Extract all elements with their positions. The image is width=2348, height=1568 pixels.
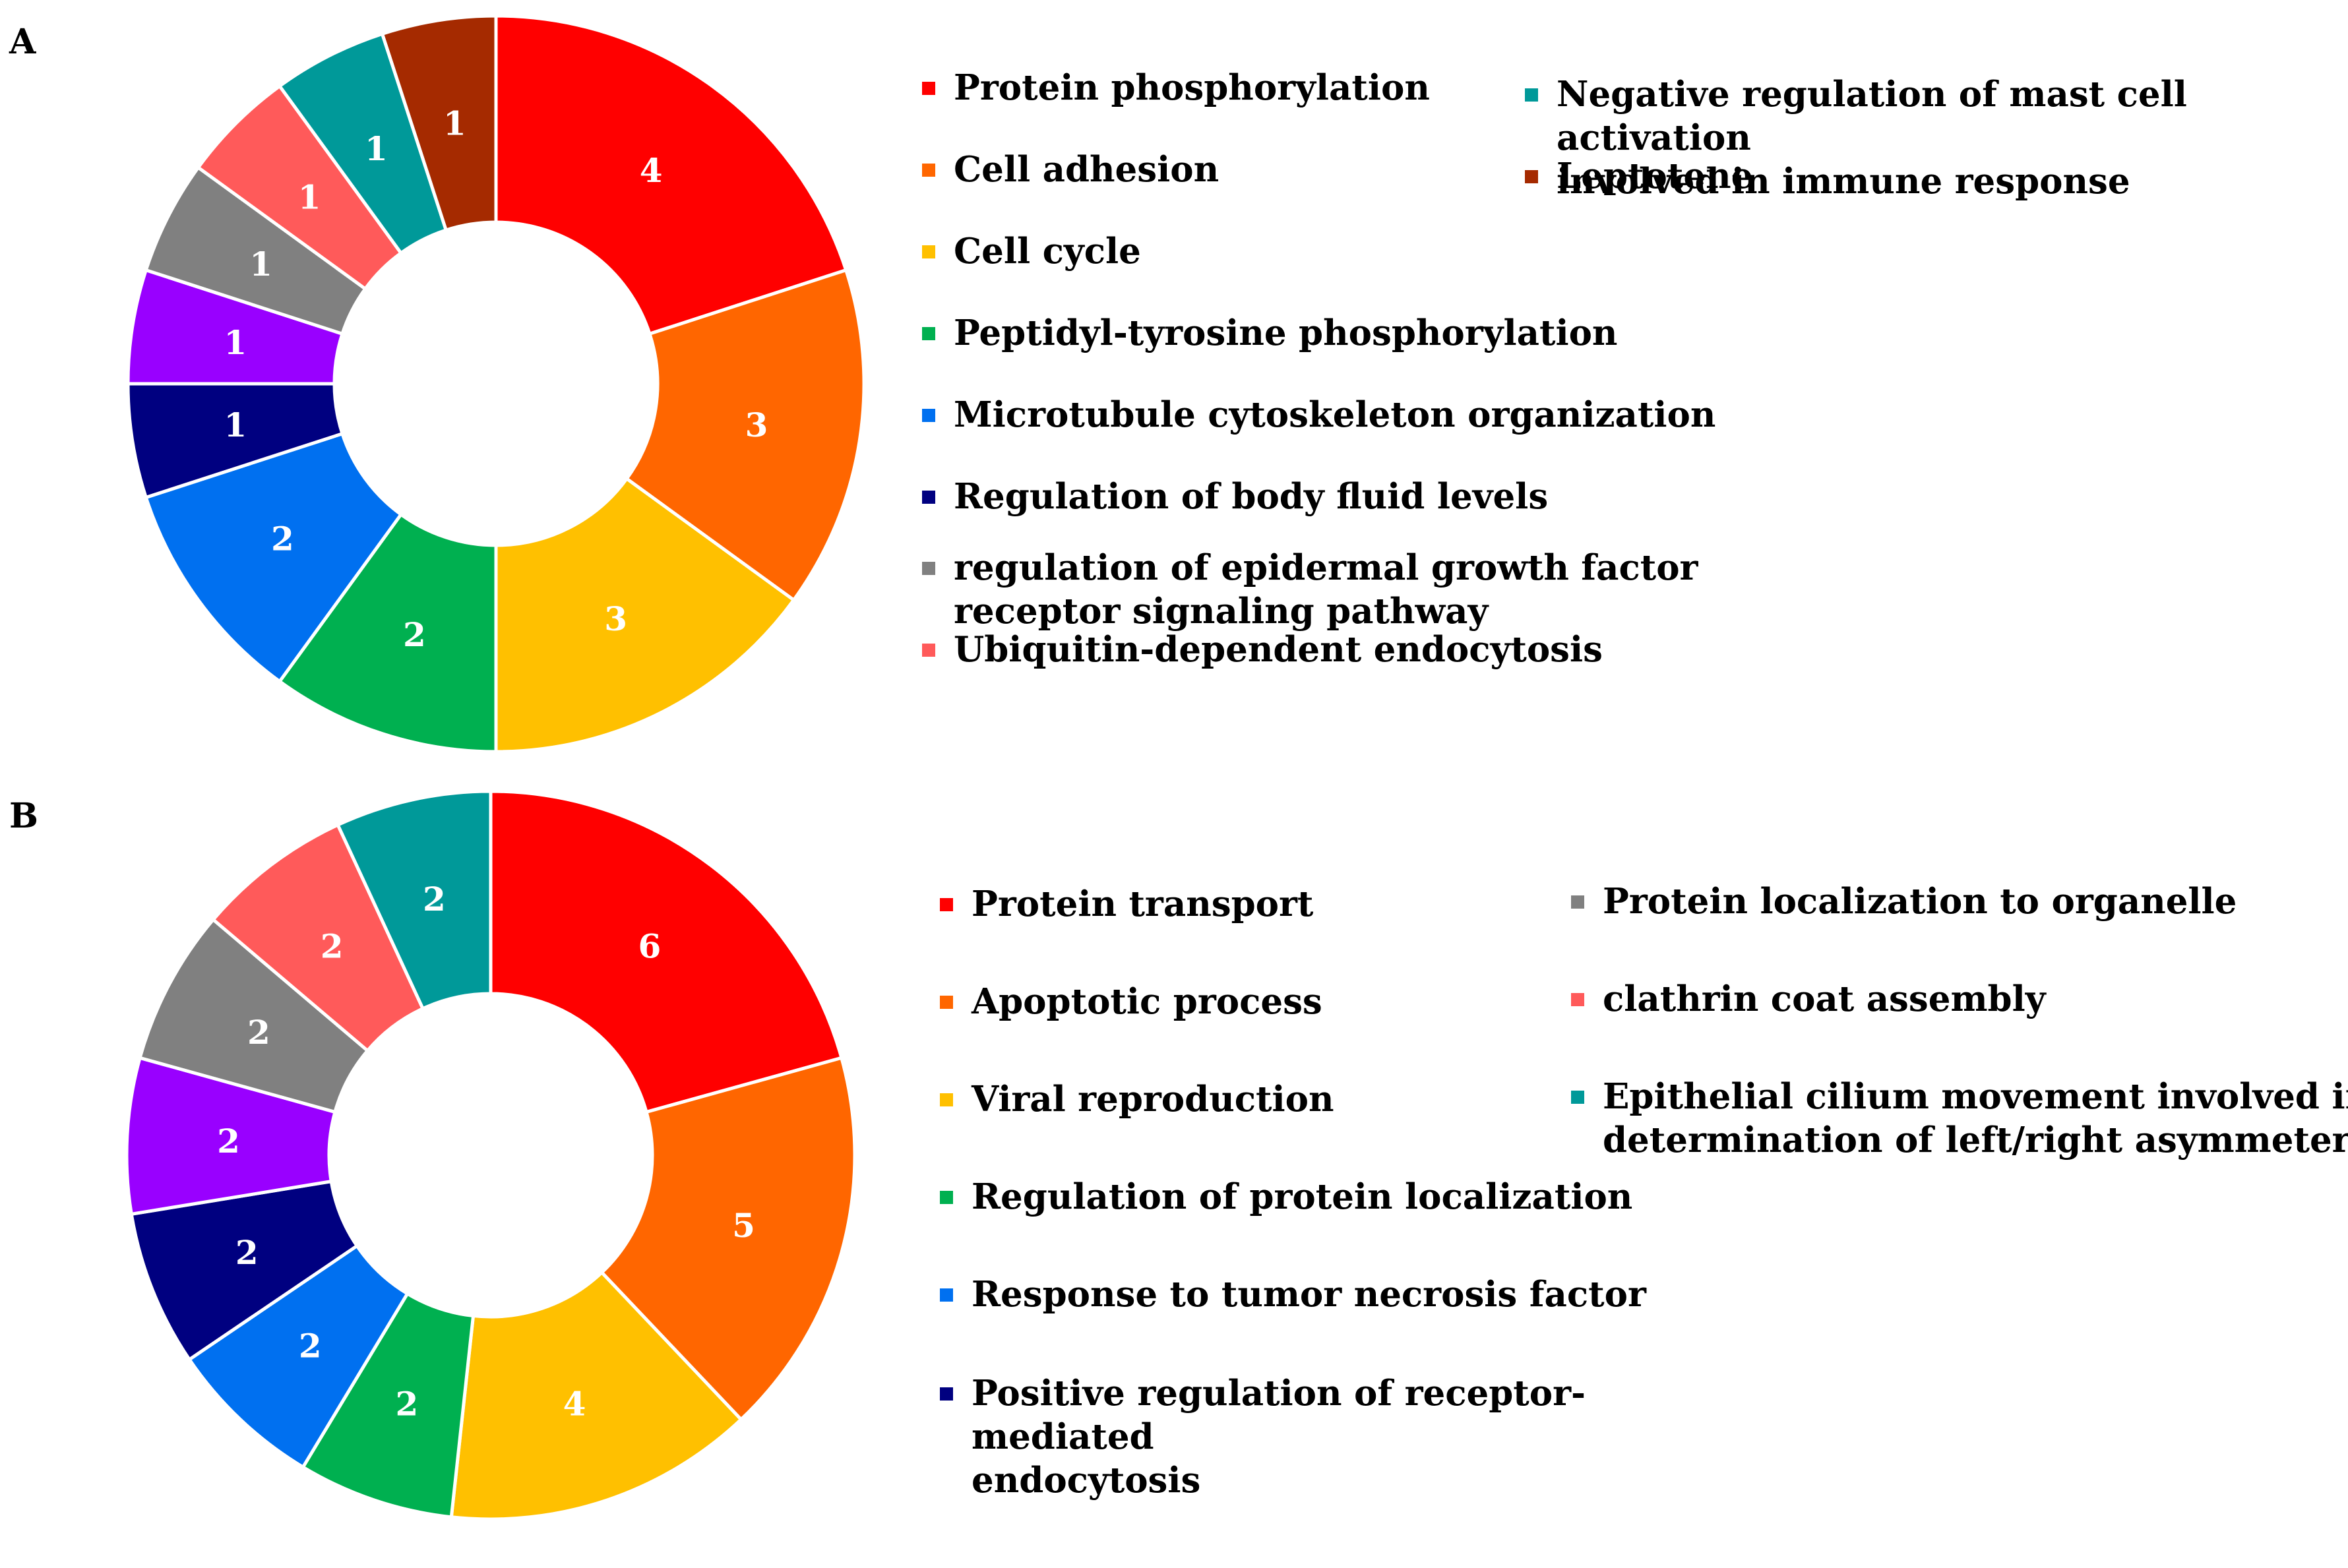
donut-a-slice-label-10: 1 bbox=[443, 104, 466, 142]
legend-a-swatch-7 bbox=[922, 644, 935, 657]
legend-a-label-7: Ubiquitin-dependent endocytosis bbox=[954, 628, 1745, 671]
legend-a-swatch-8 bbox=[1525, 88, 1538, 102]
legend-a-swatch-5 bbox=[922, 491, 935, 504]
donut-a-slice-label-0: 4 bbox=[640, 151, 663, 190]
donut-b-slice-label-0: 6 bbox=[638, 927, 661, 966]
legend-b-label-7: clathrin coat assembly bbox=[1603, 977, 2348, 1021]
legend-b-swatch-0 bbox=[940, 898, 953, 911]
donut-a-slice-label-1: 3 bbox=[745, 406, 768, 444]
donut-b-slice-label-6: 2 bbox=[217, 1122, 240, 1161]
legend-a-swatch-3 bbox=[922, 327, 935, 340]
legend-b-label-5: Positive regulation of receptor-mediated… bbox=[972, 1372, 1763, 1502]
donut-b-slice-label-1: 5 bbox=[732, 1206, 755, 1245]
donut-b-slice-label-4: 2 bbox=[299, 1326, 322, 1365]
donut-b-slice-label-5: 2 bbox=[235, 1233, 259, 1272]
legend-b-label-8: Epithelial cilium movement involved in d… bbox=[1603, 1075, 2348, 1162]
donut-a-slice-label-4: 2 bbox=[271, 520, 294, 558]
legend-b-swatch-4 bbox=[940, 1288, 953, 1302]
legend-a-swatch-6 bbox=[922, 562, 935, 575]
donut-b-slice-label-2: 4 bbox=[563, 1385, 586, 1424]
legend-b-swatch-5 bbox=[940, 1387, 953, 1401]
donut-a-slice-label-8: 1 bbox=[298, 178, 321, 217]
legend-a-label-6: regulation of epidermal growth factor re… bbox=[954, 546, 1745, 633]
legend-a-label-9: Leptotene bbox=[1557, 154, 2348, 198]
legend-b-swatch-1 bbox=[940, 996, 953, 1009]
legend-b-swatch-3 bbox=[940, 1191, 953, 1204]
donut-b-slice-label-9: 2 bbox=[423, 880, 446, 919]
donut-a-slice-label-2: 3 bbox=[604, 599, 627, 638]
legend-a-swatch-1 bbox=[922, 164, 935, 177]
donut-b-slice-label-3: 2 bbox=[396, 1385, 419, 1424]
donut-chart-b: 6 5 4 2 2 2 2 2 2 2 bbox=[0, 777, 923, 1568]
legend-b-swatch-6 bbox=[1571, 895, 1584, 909]
donut-a-slice-label-6: 1 bbox=[224, 323, 247, 362]
donut-a-slice-label-9: 1 bbox=[365, 129, 388, 168]
donut-b-slice-label-8: 2 bbox=[321, 927, 344, 966]
legend-a-label-4: Microtubule cytoskeleton organization bbox=[954, 393, 1745, 437]
legend-b-swatch-7 bbox=[1571, 993, 1584, 1006]
legend-a-label-2: Cell cycle bbox=[954, 229, 1745, 273]
donut-a-slice-label-7: 1 bbox=[249, 245, 272, 284]
legend-a-label-3: Peptidyl-tyrosine phosphorylation bbox=[954, 311, 1745, 355]
donut-a-slice-label-5: 1 bbox=[224, 406, 247, 444]
donut-a-slice-label-3: 2 bbox=[403, 615, 426, 654]
legend-b-label-4: Response to tumor necrosis factor bbox=[972, 1273, 1763, 1316]
legend-a-label-5: Regulation of body fluid levels bbox=[954, 475, 1745, 518]
legend-b-label-3: Regulation of protein localization bbox=[972, 1175, 1763, 1219]
legend-a-swatch-2 bbox=[922, 245, 935, 258]
legend-a-swatch-0 bbox=[922, 82, 935, 95]
legend-a-swatch-4 bbox=[922, 409, 935, 422]
legend-b-swatch-2 bbox=[940, 1093, 953, 1106]
legend-b-label-6: Protein localization to organelle bbox=[1603, 880, 2348, 923]
donut-b-slice-label-7: 2 bbox=[247, 1013, 270, 1052]
legend-b-swatch-8 bbox=[1571, 1091, 1584, 1104]
donut-b-slice-0 bbox=[491, 791, 842, 1112]
legend-a-swatch-9 bbox=[1525, 170, 1538, 183]
